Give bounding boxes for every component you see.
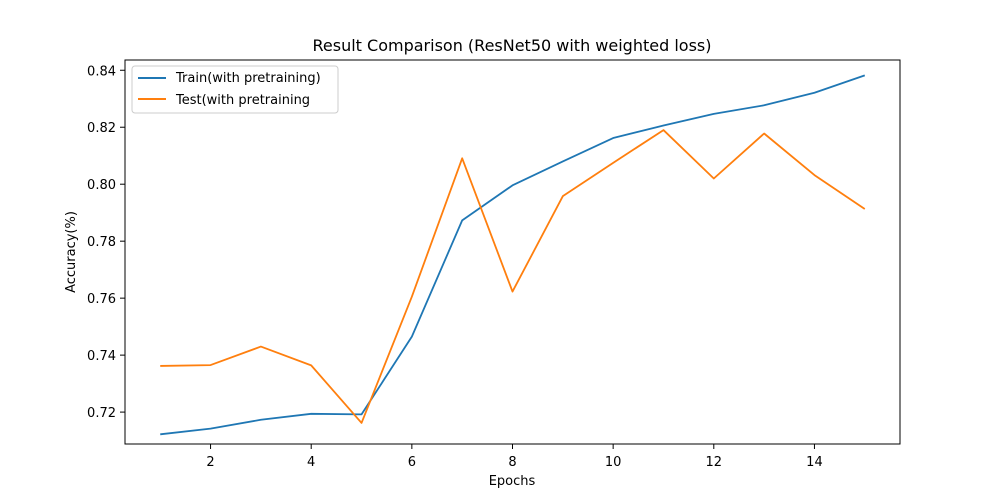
data-point-train-14 [812, 91, 816, 95]
y-tick-label: 0.80 [87, 178, 116, 193]
legend-box [131, 65, 339, 114]
legend-label-train: Train(with pretraining) [175, 71, 321, 86]
y-axis-ticks: 0.72 0.74 0.76 0.78 0.80 0.82 0.84 [87, 64, 125, 421]
y-tick-label: 0.74 [87, 349, 116, 364]
data-point-test-3 [259, 345, 263, 349]
data-point-test-9 [561, 194, 565, 198]
data-point-test-12 [712, 177, 716, 181]
data-point-train-15 [863, 73, 867, 77]
data-point-test-7 [460, 156, 464, 160]
plot-frame [124, 59, 901, 445]
data-point-train-2 [209, 427, 213, 431]
data-point-train-4 [309, 412, 313, 416]
data-point-test-5 [360, 421, 364, 425]
data-point-test-4 [309, 363, 313, 367]
data-point-train-7 [460, 218, 464, 222]
data-point-train-8 [511, 183, 515, 187]
data-point-test-13 [762, 132, 766, 136]
data-point-train-1 [158, 432, 162, 436]
data-point-test-1 [158, 364, 162, 368]
plot-lines [158, 73, 867, 436]
data-point-train-5 [360, 412, 364, 416]
data-point-train-9 [561, 159, 565, 163]
data-point-test-6 [410, 295, 414, 299]
chart-title: Result Comparison (ResNet50 with weighte… [313, 36, 712, 55]
y-axis-label: Accuracy(%) [64, 211, 79, 293]
data-point-test-2 [209, 363, 213, 367]
y-tick-label: 0.72 [87, 406, 116, 421]
data-point-test-15 [863, 207, 867, 211]
x-tick-label: 2 [206, 455, 214, 470]
y-tick-label: 0.78 [87, 235, 116, 250]
x-tick-label: 6 [408, 455, 416, 470]
x-axis-ticks: 2 4 6 8 10 12 14 [206, 444, 823, 470]
legend: Train(with pretraining) Test(with pretra… [131, 65, 339, 114]
y-tick-label: 0.76 [87, 292, 116, 307]
series-line-train [160, 74, 866, 436]
data-point-test-11 [661, 128, 665, 132]
y-tick-label: 0.82 [87, 121, 116, 136]
data-point-test-10 [611, 161, 615, 165]
data-point-train-13 [762, 103, 766, 107]
y-tick-label: 0.84 [87, 64, 116, 79]
data-point-train-10 [611, 136, 615, 140]
data-point-train-11 [661, 124, 665, 128]
data-point-test-8 [511, 290, 515, 294]
data-point-train-3 [259, 418, 263, 422]
x-axis-label: Epochs [489, 474, 536, 489]
x-tick-label: 10 [605, 455, 622, 470]
x-tick-label: 8 [508, 455, 516, 470]
data-point-train-12 [712, 112, 716, 116]
x-tick-label: 4 [307, 455, 315, 470]
x-tick-label: 12 [706, 455, 723, 470]
legend-label-test: Test(with pretraining [175, 93, 310, 108]
data-point-train-6 [410, 335, 414, 339]
series-line-test [160, 129, 866, 424]
data-point-test-14 [812, 173, 816, 177]
x-tick-label: 14 [806, 455, 823, 470]
